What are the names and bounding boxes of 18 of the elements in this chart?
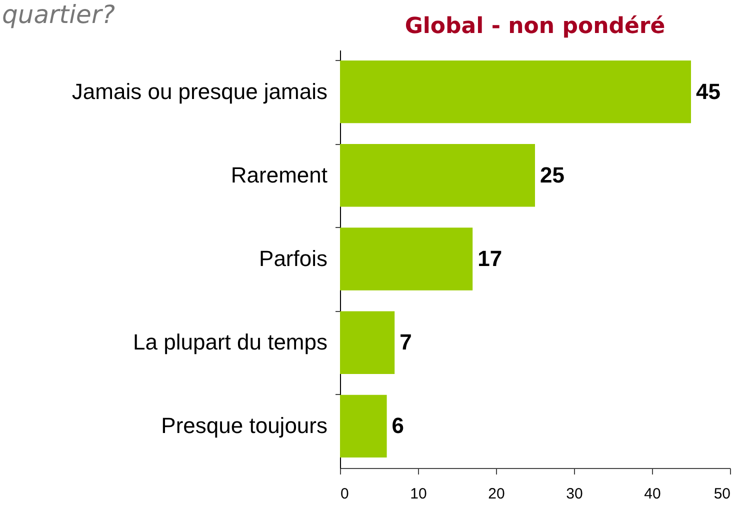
x-tick-label: 40 (644, 486, 661, 502)
x-tick-label: 50 (714, 486, 730, 502)
x-tick-label: 10 (410, 486, 427, 502)
y-tick-label: Parfois (259, 246, 328, 271)
y-tick-label: La plupart du temps (133, 330, 328, 355)
data-label: 7 (400, 330, 412, 355)
data-label: 17 (478, 246, 502, 271)
y-tick-label: Presque toujours (161, 413, 328, 438)
x-tick-label: 30 (566, 486, 583, 502)
chart-title: Global - non pondéré (404, 14, 666, 39)
data-label: 45 (696, 78, 720, 104)
x-tick-label: 0 (340, 486, 349, 502)
x-tick-label: 20 (488, 486, 505, 502)
data-label: 6 (392, 413, 404, 438)
data-label: 25 (540, 162, 564, 188)
y-tick-label: Rarement (230, 162, 328, 188)
y-tick-label: Jamais ou presque jamais (72, 78, 328, 104)
text: quartier? (2, 0, 115, 29)
